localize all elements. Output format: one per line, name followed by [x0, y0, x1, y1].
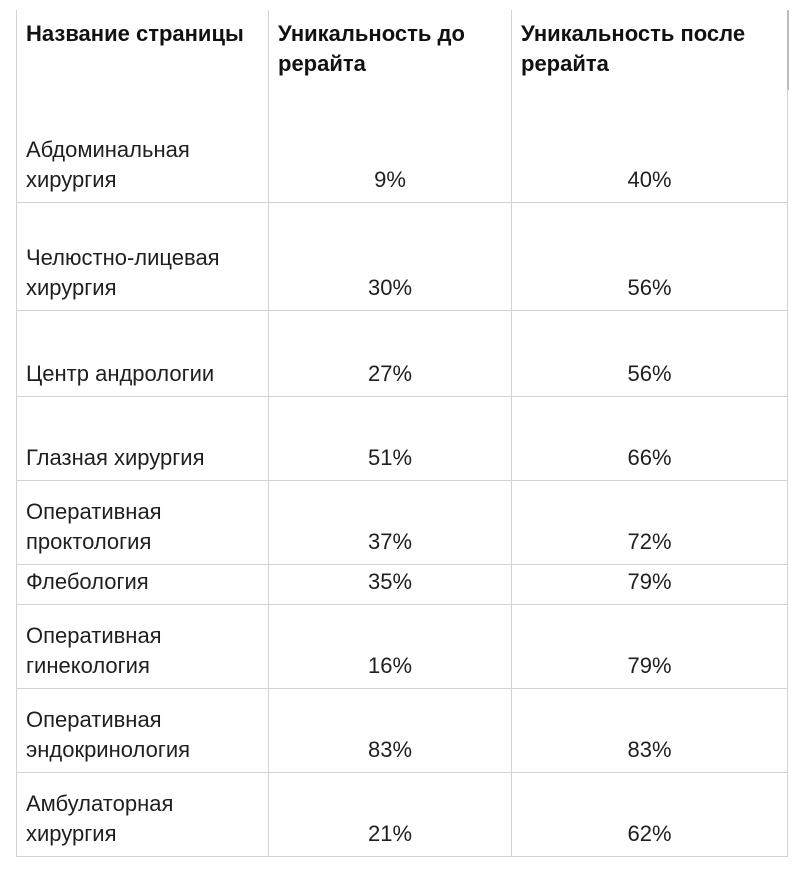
table-row: Оперативная проктология 37% 72%	[16, 480, 788, 565]
table-row: Глазная хирургия 51% 66%	[16, 396, 788, 481]
page-name-cell[interactable]: Глазная хирургия	[16, 396, 269, 481]
page-name-cell[interactable]: Центр андрологии	[16, 310, 269, 397]
page-name-cell[interactable]: Оперативная гинекология	[16, 604, 269, 689]
after-rewrite-cell[interactable]: 56%	[511, 202, 788, 311]
after-rewrite-cell[interactable]: 40%	[511, 90, 788, 203]
uniqueness-table: Название страницы Уникальность до рерайт…	[16, 10, 789, 857]
before-rewrite-cell[interactable]: 21%	[268, 772, 512, 857]
page-name-cell[interactable]: Флебология	[16, 564, 269, 605]
page-name-cell[interactable]: Амбулаторная хирургия	[16, 772, 269, 857]
after-rewrite-cell[interactable]: 56%	[511, 310, 788, 397]
before-rewrite-cell[interactable]: 51%	[268, 396, 512, 481]
table-row: Амбулаторная хирургия 21% 62%	[16, 772, 788, 857]
header-after-rewrite[interactable]: Уникальность после рерайта	[511, 10, 789, 90]
before-rewrite-cell[interactable]: 35%	[268, 564, 512, 605]
after-rewrite-cell[interactable]: 79%	[511, 604, 788, 689]
before-rewrite-cell[interactable]: 30%	[268, 202, 512, 311]
after-rewrite-cell[interactable]: 72%	[511, 480, 788, 565]
page-name-cell[interactable]: Абдоминальная хирургия	[16, 90, 269, 203]
table-row: Центр андрологии 27% 56%	[16, 310, 788, 397]
after-rewrite-cell[interactable]: 62%	[511, 772, 788, 857]
table-row: Абдоминальная хирургия 9% 40%	[16, 90, 788, 203]
table-row: Челюстно-лицевая хирургия 30% 56%	[16, 202, 788, 311]
before-rewrite-cell[interactable]: 83%	[268, 688, 512, 773]
after-rewrite-cell[interactable]: 66%	[511, 396, 788, 481]
table-row: Флебология 35% 79%	[16, 564, 788, 605]
header-row: Название страницы Уникальность до рерайт…	[16, 10, 789, 90]
before-rewrite-cell[interactable]: 16%	[268, 604, 512, 689]
header-before-rewrite[interactable]: Уникальность до рерайта	[268, 10, 512, 90]
page-name-cell[interactable]: Оперативная эндокринология	[16, 688, 269, 773]
after-rewrite-cell[interactable]: 83%	[511, 688, 788, 773]
before-rewrite-cell[interactable]: 27%	[268, 310, 512, 397]
header-page-name[interactable]: Название страницы	[16, 10, 269, 90]
before-rewrite-cell[interactable]: 9%	[268, 90, 512, 203]
page-name-cell[interactable]: Оперативная проктология	[16, 480, 269, 565]
table-row: Оперативная эндокринология 83% 83%	[16, 688, 788, 773]
uniqueness-sheet: Название страницы Уникальность до рерайт…	[16, 10, 789, 860]
after-rewrite-cell[interactable]: 79%	[511, 564, 788, 605]
page-name-cell[interactable]: Челюстно-лицевая хирургия	[16, 202, 269, 311]
table-row: Оперативная гинекология 16% 79%	[16, 604, 788, 689]
before-rewrite-cell[interactable]: 37%	[268, 480, 512, 565]
